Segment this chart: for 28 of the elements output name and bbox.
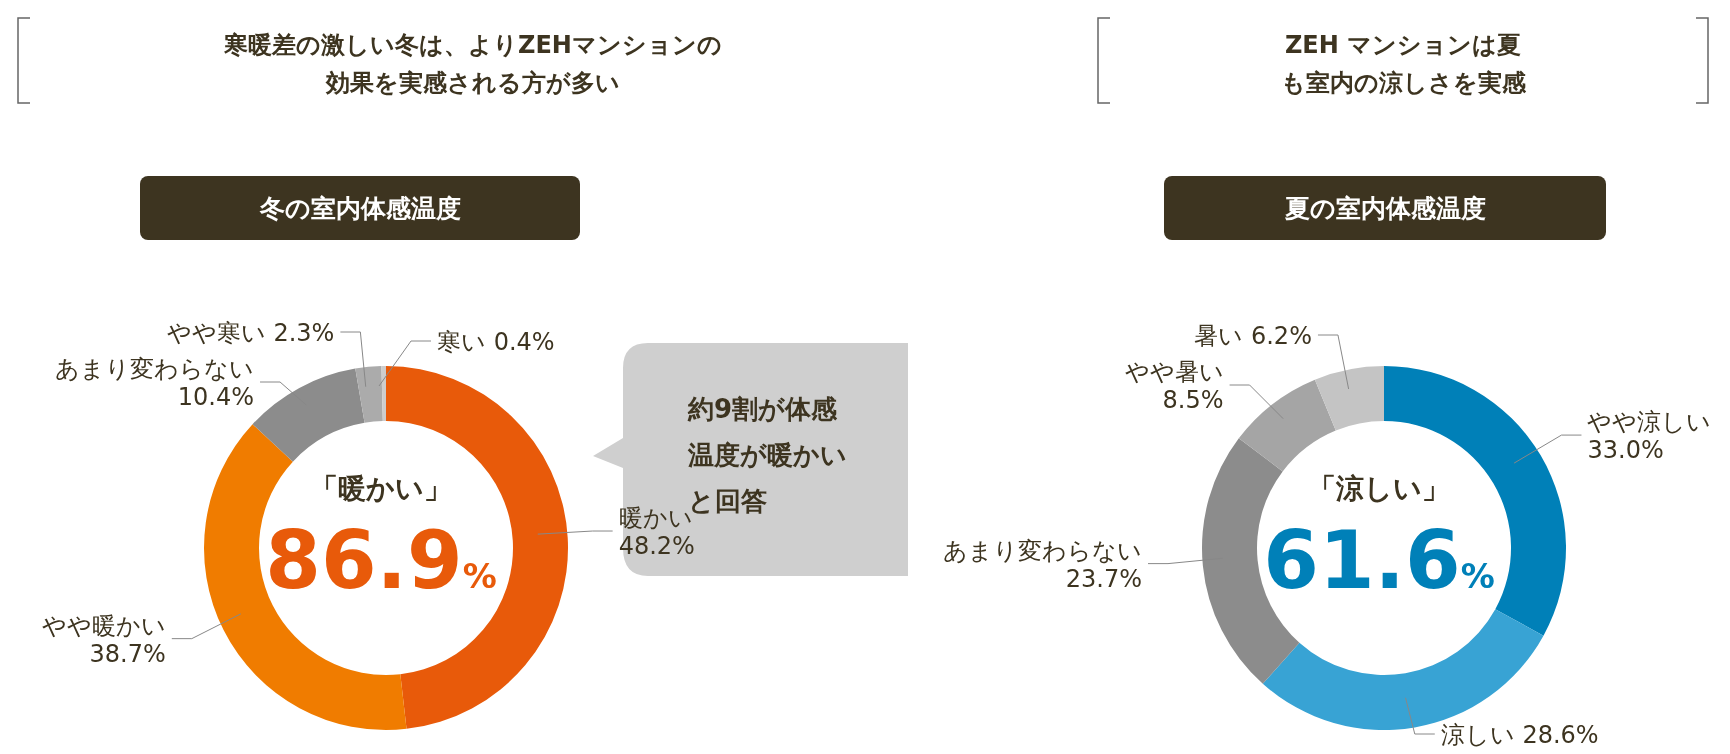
slice-label: あまり変わらない [943, 536, 1142, 565]
data-label: 48.2% [618, 532, 695, 561]
donut-slice [1314, 366, 1384, 431]
text: 「暖かい」 [310, 472, 452, 505]
data-label: 23.7% [1065, 564, 1142, 593]
slice-label: あまり変わらない [55, 355, 255, 383]
text: 61.6% [1263, 514, 1495, 607]
chart-subtitle: 夏の室内体感温度 [1283, 194, 1486, 223]
donut-slice [355, 366, 383, 423]
slice-label: やや寒い 2.3% [166, 319, 335, 347]
slice-label: 寒い 0.4% [437, 328, 555, 356]
data-label: 38.7% [89, 639, 166, 668]
text: 86.9% [265, 514, 497, 607]
donut-slice [381, 366, 386, 422]
data-label: 10.4% [177, 383, 255, 411]
text: 「涼しい」 [1308, 472, 1450, 505]
chart-title: 寒暖差の激しい冬は、よりZEHマンションの効果を実感される方が多い [223, 30, 723, 99]
slice-label: 暑い 6.2% [1194, 322, 1312, 351]
data-label: 8.5% [1162, 386, 1224, 415]
slice-label: やや暖かい [41, 611, 166, 640]
slice-label: 涼しい 28.6% [1440, 721, 1599, 749]
donut-slice [1238, 379, 1336, 472]
chart-subtitle: 冬の室内体感温度 [258, 194, 461, 223]
slice-label: やや涼しい [1587, 408, 1712, 437]
chart-title: ZEH マンションは夏も室内の涼しさを実感 [1279, 30, 1527, 99]
data-label: 33.0% [1587, 436, 1664, 465]
donut-slice [252, 368, 365, 462]
slice-label: やや暑い [1124, 358, 1224, 387]
